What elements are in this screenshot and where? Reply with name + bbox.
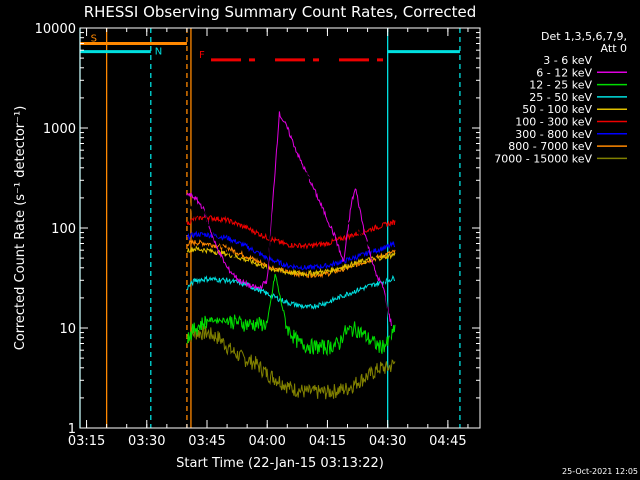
series-line <box>186 111 392 327</box>
y-tick-label: 10000 <box>35 22 76 37</box>
x-tick-label: 04:30 <box>369 434 406 449</box>
legend-entry-label: 50 - 100 keV <box>522 103 592 116</box>
series-line <box>186 325 396 400</box>
x-tick-label: 03:30 <box>128 434 165 449</box>
x-tick-label: 03:15 <box>68 434 105 449</box>
legend-entry-label: 3 - 6 keV <box>543 54 592 67</box>
plot-area: S N F <box>79 28 461 428</box>
legend-entry-label: 300 - 800 keV <box>515 128 592 141</box>
x-axis-label: Start Time (22-Jan-15 03:13:22) <box>176 456 384 471</box>
status-bar-label: N <box>155 47 162 58</box>
series-line <box>186 239 396 279</box>
legend-entry-label: 7000 - 15000 keV <box>494 152 592 165</box>
series-line <box>186 230 396 271</box>
y-tick-label: 10 <box>59 322 76 337</box>
y-axis-label: Corrected Count Rate (s⁻¹ detector⁻¹) <box>13 106 28 351</box>
status-bar-label: S <box>91 33 97 44</box>
y-tick-label: 1 <box>68 422 76 437</box>
series-line <box>186 245 396 278</box>
y-tick-label: 1000 <box>43 122 76 137</box>
series-line <box>186 273 396 357</box>
legend-entry-label: 12 - 25 keV <box>529 79 592 92</box>
series-line <box>186 274 395 310</box>
x-tick-label: 04:15 <box>309 434 346 449</box>
status-bar-label: F <box>199 50 205 61</box>
footer-timestamp: 25-Oct-2021 12:05 <box>562 467 638 476</box>
x-tick-label: 04:45 <box>429 434 466 449</box>
legend-entry-label: 25 - 50 keV <box>529 91 592 104</box>
chart-title: RHESSI Observing Summary Count Rates, Co… <box>84 3 477 21</box>
y-tick-label: 100 <box>51 222 76 237</box>
legend-header-line-1: Det 1,3,5,6,7,9, <box>541 30 627 43</box>
legend-header-line-2: Att 0 <box>601 42 627 55</box>
series-line <box>186 144 396 354</box>
legend-entry-label: 800 - 7000 keV <box>508 140 592 153</box>
axes: 1 10 100 1000 10000 03:15 03:30 03:45 04:00 04:15… <box>35 22 481 449</box>
legend-entry-label: 6 - 12 keV <box>536 66 592 79</box>
x-tick-label: 04:00 <box>248 434 285 449</box>
legend-entry-label: 100 - 300 keV <box>515 116 592 129</box>
x-tick-label: 03:45 <box>188 434 225 449</box>
